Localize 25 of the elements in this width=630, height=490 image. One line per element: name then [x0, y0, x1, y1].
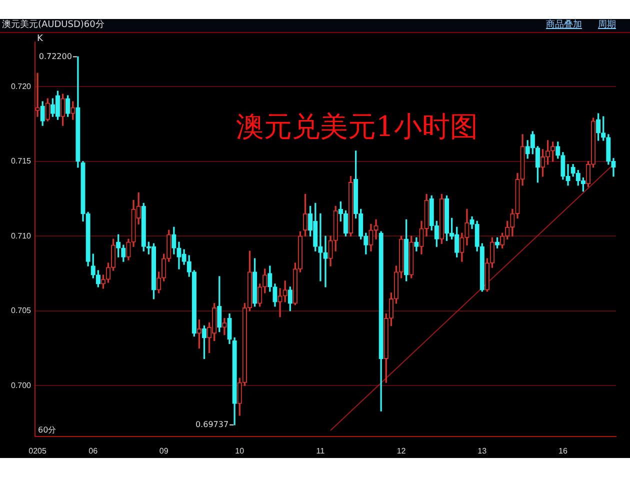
x-tick-label: 06 — [88, 446, 98, 456]
annotation: K — [37, 34, 44, 44]
x-tick-label: 09 — [159, 446, 169, 456]
text: 商品叠加 — [546, 20, 582, 30]
y-tick-label: 0.700 — [10, 380, 32, 390]
annotation: 0.72200 — [38, 52, 72, 61]
x-tick-label: 12 — [396, 446, 406, 456]
y-tick-label: 0.715 — [10, 156, 32, 166]
y-tick-label: 0.720 — [10, 82, 32, 91]
y-tick-label: 0.710 — [10, 231, 32, 240]
annotation: 60分 — [38, 425, 56, 434]
annotation: 澳元兑美元1小时图 — [236, 110, 478, 143]
x-tick-label: 0205 — [28, 446, 47, 456]
chart-title: 澳元美元(AUDUSD)60分 — [2, 19, 104, 32]
text: 周期 — [598, 20, 616, 30]
y-tick-label: 0.705 — [10, 306, 32, 316]
x-tick-label: 11 — [316, 446, 326, 456]
candlestick — [318, 213, 323, 282]
x-tick-label: 13 — [478, 446, 488, 456]
x-tick-label: 10 — [235, 446, 245, 456]
x-tick-label: 16 — [558, 446, 568, 456]
candlestick — [323, 236, 328, 288]
candlestick — [278, 288, 282, 318]
annotation: 0.69737 — [195, 420, 229, 429]
candlestick — [35, 72, 40, 117]
